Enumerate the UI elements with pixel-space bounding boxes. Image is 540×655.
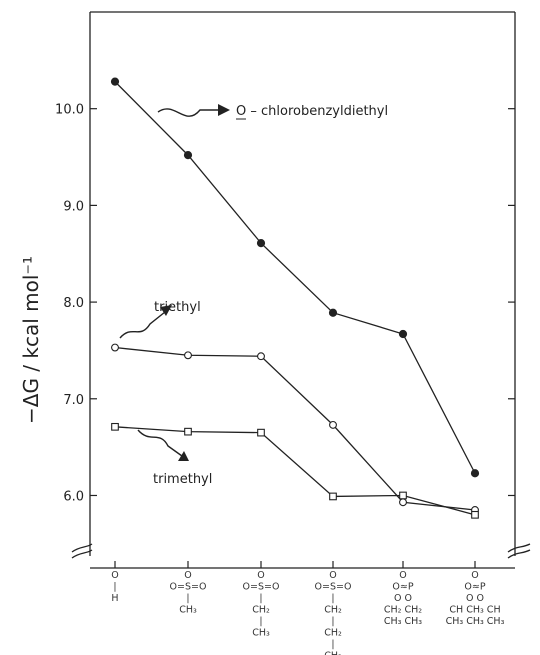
x-category-text: CH₂ CH₂	[384, 605, 422, 616]
x-category-label: OO=S=O|CH₂|CH₃	[243, 570, 280, 639]
series-line	[114, 346, 476, 511]
y-tick-label: 8.0	[63, 296, 84, 311]
axis-break-left	[71, 543, 93, 559]
data-point	[184, 351, 192, 360]
x-category-text: O	[257, 570, 264, 581]
data-point	[398, 329, 408, 339]
x-category-text: |	[259, 593, 262, 604]
x-category-text: O	[184, 570, 191, 581]
x-category-text: CH₃ CH₃	[384, 616, 422, 627]
y-axis-ticks: 6.0 7.0 8.0 9.0 10.0	[55, 103, 515, 504]
y-tick-label: 10.0	[55, 103, 84, 118]
x-category-text: CH₂	[324, 628, 342, 639]
x-category-text: |	[259, 616, 262, 627]
x-category-text: O O	[466, 593, 484, 604]
data-point	[110, 77, 120, 86]
x-category-text: O=S=O	[170, 582, 207, 593]
data-point	[328, 308, 338, 317]
series-1	[111, 343, 479, 514]
x-category-text: |	[331, 616, 334, 627]
annotations-layer: O – chlorobenzyldiethyl triethyl trimethyl	[119, 104, 388, 487]
series-label-trimethyl: trimethyl	[153, 472, 212, 487]
y-tick-label: 9.0	[63, 199, 84, 214]
series-label-chlorobenzyldiethyl: O – chlorobenzyldiethyl	[236, 104, 388, 119]
x-category-text: |	[113, 582, 116, 593]
arrow-trimethyl	[137, 429, 183, 457]
x-axis-ticks	[114, 561, 476, 568]
x-category-text: CH₃	[252, 628, 270, 639]
x-category-text: O=S=O	[315, 582, 352, 593]
arrowhead	[218, 104, 230, 116]
x-category-text: O	[399, 570, 406, 581]
axis-break-right	[507, 543, 531, 559]
x-category-text: O O	[394, 593, 412, 604]
data-point	[257, 352, 265, 361]
x-category-text: CH₃	[324, 651, 342, 655]
data-point	[399, 491, 407, 500]
x-category-text: O≈P	[464, 582, 485, 593]
data-point	[256, 239, 266, 248]
arrow-chlorobenzyldiethyl	[157, 108, 218, 117]
series-layer	[110, 77, 480, 519]
x-category-text: O=S=O	[243, 582, 280, 593]
x-category-text: H	[111, 593, 118, 604]
data-point	[111, 343, 119, 352]
data-point	[471, 510, 479, 519]
data-point	[329, 492, 337, 501]
series-2	[111, 422, 479, 519]
x-category-text: CH₂	[324, 605, 342, 616]
x-category-text: |	[331, 593, 334, 604]
x-category-text: O≈P	[392, 582, 413, 593]
x-category-label: OO=S=O|CH₃	[170, 570, 207, 616]
arrow-triethyl	[119, 311, 166, 339]
x-category-label: O|H	[111, 570, 118, 604]
x-category-text: O	[111, 570, 118, 581]
x-category-text: CH₂	[252, 605, 270, 616]
x-category-text: O	[471, 570, 478, 581]
x-category-text: CH₃ CH₃ CH₃	[446, 616, 505, 627]
x-category-labels: O|HOO=S=O|CH₃OO=S=O|CH₂|CH₃OO=S=O|CH₂|CH…	[111, 570, 504, 655]
series-line	[114, 426, 476, 516]
arrowhead	[160, 305, 172, 316]
data-point	[111, 422, 119, 431]
series-0	[110, 77, 480, 478]
x-category-text: CH CH₃ CH	[449, 605, 500, 616]
data-point	[184, 427, 192, 436]
x-category-text: CH₃	[179, 605, 197, 616]
x-category-text: |	[331, 639, 334, 650]
x-category-text: |	[186, 593, 189, 604]
y-tick-label: 6.0	[63, 489, 84, 504]
data-point	[399, 498, 407, 507]
x-category-label: OO=S=O|CH₂|CH₂|CH₃	[315, 570, 352, 655]
y-axis-label: −ΔG / kcal mol⁻¹	[19, 256, 43, 424]
y-tick-label: 7.0	[63, 393, 84, 408]
series-line	[114, 81, 476, 474]
x-category-text: O	[329, 570, 336, 581]
series-label-triethyl: triethyl	[154, 300, 201, 315]
data-point	[183, 151, 193, 160]
arrowhead	[178, 451, 189, 461]
plot-frame	[71, 11, 531, 569]
data-point	[257, 428, 265, 437]
data-point	[470, 469, 480, 478]
data-point	[329, 420, 337, 429]
